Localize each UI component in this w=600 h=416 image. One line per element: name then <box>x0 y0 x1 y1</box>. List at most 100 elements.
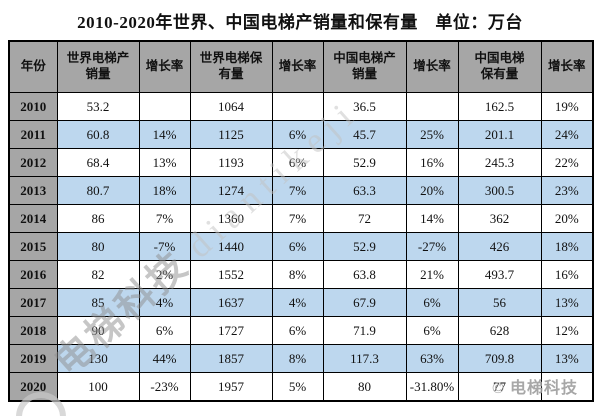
data-cell: 21% <box>405 260 459 289</box>
data-cell: 6% <box>138 316 191 345</box>
data-cell: 14% <box>405 204 459 233</box>
data-cell: 1440 <box>189 232 273 261</box>
data-cell: 1274 <box>189 176 273 205</box>
data-cell: 24% <box>540 120 594 149</box>
data-cell: 362 <box>457 204 542 233</box>
data-cell: 6% <box>405 316 459 345</box>
data-cell: 1064 <box>189 92 273 121</box>
table-row: 2014 86 7% 1360 7% 72 14% 362 20% <box>8 204 594 233</box>
data-cell: 7% <box>271 204 324 233</box>
data-cell: 22% <box>540 148 594 177</box>
data-cell: 36.5 <box>322 92 407 121</box>
data-cell: 90 <box>56 316 140 345</box>
data-cell: 80 <box>322 372 407 402</box>
year-cell: 2014 <box>8 204 58 233</box>
column-header: 增长率 <box>138 40 191 93</box>
table-row: 2015 80 -7% 1440 6% 52.9 -27% 426 18% <box>8 232 594 261</box>
data-cell: 13% <box>540 344 594 373</box>
data-cell: 6% <box>271 232 324 261</box>
data-cell: 44% <box>138 344 191 373</box>
data-cell: 14% <box>138 120 191 149</box>
data-cell: 300.5 <box>457 176 542 205</box>
data-cell: 6% <box>271 120 324 149</box>
year-cell: 2019 <box>8 344 58 373</box>
year-cell: 2012 <box>8 148 58 177</box>
data-cell: 201.1 <box>457 120 542 149</box>
column-header: 增长率 <box>405 40 459 93</box>
data-cell: 1857 <box>189 344 273 373</box>
data-cell: 77 <box>457 372 542 402</box>
data-cell: 100 <box>56 372 140 402</box>
year-cell: 2013 <box>8 176 58 205</box>
data-cell: 56 <box>457 288 542 317</box>
data-cell: 67.9 <box>322 288 407 317</box>
data-cell: 82 <box>56 260 140 289</box>
data-cell: 245.3 <box>457 148 542 177</box>
data-cell: 130 <box>56 344 140 373</box>
data-cell: 426 <box>457 232 542 261</box>
data-cell: 1957 <box>189 372 273 402</box>
elevator-data-table: 年份 世界电梯产 销量 增长率 世界电梯保 有量 增长率 中国电梯产 销量 增长率 中国电梯 … <box>8 40 594 402</box>
data-cell: 45.7 <box>322 120 407 149</box>
data-cell: 6% <box>405 288 459 317</box>
column-header: 中国电梯产 销量 <box>322 40 407 93</box>
column-header: 年份 <box>8 40 58 93</box>
data-cell: 1193 <box>189 148 273 177</box>
data-cell: 72 <box>322 204 407 233</box>
data-cell: 13% <box>540 288 594 317</box>
page-title: 2010-2020年世界、中国电梯产销量和保有量 单位：万台 <box>77 13 523 32</box>
data-cell: 52.9 <box>322 148 407 177</box>
data-cell <box>405 92 459 121</box>
data-cell: 18% <box>540 232 594 261</box>
data-cell <box>540 372 594 402</box>
data-cell: 16% <box>540 260 594 289</box>
data-cell: 8% <box>271 260 324 289</box>
data-cell: 68.4 <box>56 148 140 177</box>
column-header: 世界电梯产 销量 <box>56 40 140 93</box>
data-cell: 16% <box>405 148 459 177</box>
year-cell: 2016 <box>8 260 58 289</box>
data-cell: 19% <box>540 92 594 121</box>
data-cell: 53.2 <box>56 92 140 121</box>
data-cell: 60.8 <box>56 120 140 149</box>
data-cell: 71.9 <box>322 316 407 345</box>
data-cell: 5% <box>271 372 324 402</box>
data-cell: 80.7 <box>56 176 140 205</box>
table-row: 2013 80.7 18% 1274 7% 63.3 20% 300.5 23% <box>8 176 594 205</box>
data-cell: 25% <box>405 120 459 149</box>
year-cell: 2011 <box>8 120 58 149</box>
data-cell: 6% <box>271 148 324 177</box>
data-cell: 1360 <box>189 204 273 233</box>
year-cell: 2010 <box>8 92 58 121</box>
data-cell: 63% <box>405 344 459 373</box>
table-header-row: 年份 世界电梯产 销量 增长率 世界电梯保 有量 增长率 中国电梯产 销量 增长率 中国电梯 … <box>8 40 594 93</box>
data-cell: 493.7 <box>457 260 542 289</box>
data-cell: 80 <box>56 232 140 261</box>
column-header: 增长率 <box>540 40 594 93</box>
data-cell: 20% <box>405 176 459 205</box>
data-cell: 2% <box>138 260 191 289</box>
year-cell: 2015 <box>8 232 58 261</box>
data-cell <box>138 92 191 121</box>
table-row: 2020 100 -23% 1957 5% 80 -31.80% 77 <box>8 372 594 402</box>
data-cell: 23% <box>540 176 594 205</box>
data-cell: 7% <box>271 176 324 205</box>
data-cell: 1125 <box>189 120 273 149</box>
year-cell: 2020 <box>8 372 58 402</box>
column-header: 增长率 <box>271 40 324 93</box>
data-cell: -27% <box>405 232 459 261</box>
data-cell: 12% <box>540 316 594 345</box>
data-cell: 63.8 <box>322 260 407 289</box>
table-row: 2010 53.2 1064 36.5 162.5 19% <box>8 92 594 121</box>
table-row: 2011 60.8 14% 1125 6% 45.7 25% 201.1 24% <box>8 120 594 149</box>
data-cell: 1727 <box>189 316 273 345</box>
table-row: 2019 130 44% 1857 8% 117.3 63% 709.8 13% <box>8 344 594 373</box>
data-cell: 7% <box>138 204 191 233</box>
data-cell: 117.3 <box>322 344 407 373</box>
data-cell: 162.5 <box>457 92 542 121</box>
data-cell: 4% <box>271 288 324 317</box>
table-row: 2017 85 4% 1637 4% 67.9 6% 56 13% <box>8 288 594 317</box>
data-cell: 52.9 <box>322 232 407 261</box>
table-body: 2010 53.2 1064 36.5 162.5 19% 2011 60.8 14% 1125 6… <box>8 92 594 402</box>
